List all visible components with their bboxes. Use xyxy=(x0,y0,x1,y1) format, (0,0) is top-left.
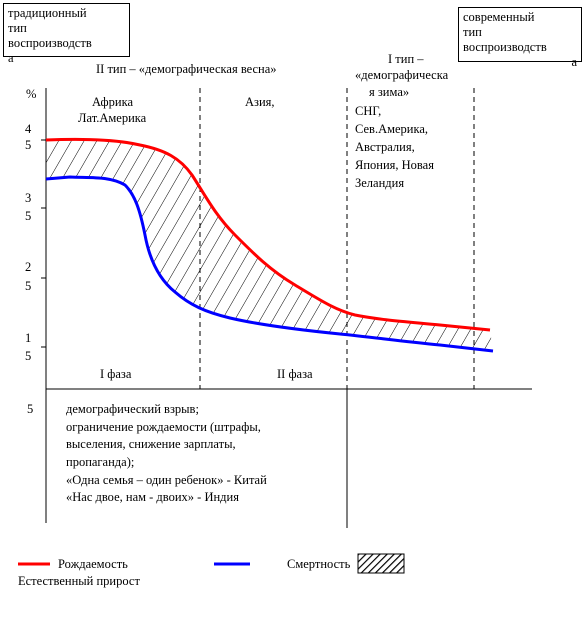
y-tick-label-5: 5 xyxy=(27,402,33,416)
y-tick-label-1a: 4 xyxy=(25,122,32,136)
region-cis-2: Сев.Америка, xyxy=(355,122,428,136)
natural-increase-area xyxy=(46,139,493,351)
region-cis-4: Япония, Новая xyxy=(355,158,434,172)
y-tick-label-2a: 3 xyxy=(25,191,31,205)
modern-line-1: современный xyxy=(463,10,535,24)
traditional-line-4: а xyxy=(8,51,14,65)
legend-natural-label: Естественный прирост xyxy=(18,574,140,588)
type2-header: II тип – «демографическая весна» xyxy=(96,62,277,76)
phase-1-label: I фаза xyxy=(100,367,132,381)
note-line-2: ограничение рождаемости (штрафы, xyxy=(66,420,261,434)
y-tick-label-3b: 5 xyxy=(25,279,31,293)
traditional-line-2: тип xyxy=(8,21,27,35)
region-asia: Азия, xyxy=(245,95,275,109)
note-line-6: «Нас двое, нам - двоих» - Индия xyxy=(66,490,239,504)
region-latam: Лат.Америка xyxy=(78,111,147,125)
region-cis-1: СНГ, xyxy=(355,104,381,118)
traditional-line-3: воспроизводств xyxy=(8,36,92,50)
legend-natural-swatch xyxy=(357,553,405,574)
modern-line-2: тип xyxy=(463,25,482,39)
note-line-1: демографический взрыв; xyxy=(66,402,199,416)
traditional-line-1: традиционный xyxy=(8,6,87,20)
modern-line-4: а xyxy=(571,55,577,69)
note-line-4: пропаганда); xyxy=(66,455,134,469)
type1-header-line2: «демографическа xyxy=(355,68,449,82)
birth-rate-curve xyxy=(45,137,491,332)
note-line-5: «Одна семья – один ребенок» - Китай xyxy=(66,473,267,487)
y-tick-label-4b: 5 xyxy=(25,349,31,363)
traditional-type-box: традиционный тип воспроизводств а xyxy=(3,3,130,65)
legend-birth-label: Рождаемость xyxy=(58,557,128,571)
y-tick-label-4a: 1 xyxy=(25,331,31,345)
y-tick-label-1b: 5 xyxy=(25,138,31,152)
type1-header-line3: я зима» xyxy=(369,85,409,99)
region-africa: Африка xyxy=(92,95,133,109)
modern-line-3: воспроизводств xyxy=(463,40,547,54)
region-cis-5: Зеландия xyxy=(355,176,404,190)
region-cis-3: Австралия, xyxy=(355,140,415,154)
modern-type-box: современный тип воспроизводств а xyxy=(458,7,582,69)
y-tick-label-3a: 2 xyxy=(25,260,31,274)
legend-death-label: Смертность xyxy=(287,557,351,571)
phase-2-label: II фаза xyxy=(277,367,313,381)
y-axis-unit: % xyxy=(26,87,36,101)
death-rate-curve xyxy=(45,175,494,353)
type1-header-line1: I тип – xyxy=(388,52,424,66)
y-tick-label-2b: 5 xyxy=(25,209,31,223)
note-line-3: выселения, снижение зарплаты, xyxy=(66,437,236,451)
y-ticks xyxy=(41,139,46,348)
